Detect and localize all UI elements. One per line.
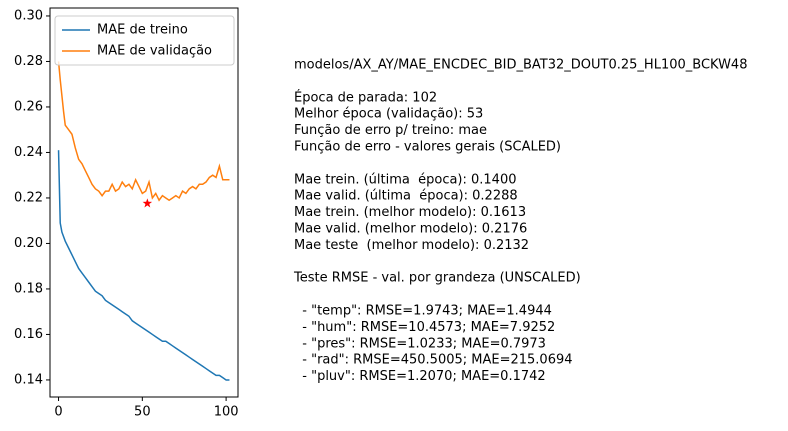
info-line: - "hum": RMSE=10.4573; MAE=7.9252	[294, 320, 555, 335]
y-tick-label: 0.28	[14, 54, 43, 69]
info-line: Teste RMSE - val. por grandeza (UNSCALED…	[293, 271, 581, 286]
info-line: modelos/AX_AY/MAE_ENCDEC_BID_BAT32_DOUT0…	[294, 58, 747, 73]
info-line: - "pres": RMSE=1.0233; MAE=0.7973	[294, 336, 546, 351]
info-line: - "rad": RMSE=450.5005; MAE=215.0694	[294, 353, 573, 368]
y-tick-label: 0.24	[14, 145, 43, 160]
info-line: - "pluv": RMSE=1.2070; MAE=0.1742	[294, 369, 546, 384]
info-line: Função de erro p/ treino: mae	[294, 123, 487, 138]
legend-label: MAE de validação	[97, 44, 212, 59]
y-tick-label: 0.14	[14, 372, 43, 387]
y-tick-label: 0.30	[14, 8, 43, 23]
y-tick-label: 0.22	[14, 190, 43, 205]
info-line: Mae teste (melhor modelo): 0.2132	[294, 238, 529, 253]
x-tick-label: 0	[54, 405, 62, 420]
x-tick-label: 100	[214, 405, 239, 420]
series-line	[57, 150, 230, 381]
x-tick-label: 50	[134, 405, 151, 420]
y-tick-label: 0.26	[14, 99, 43, 114]
legend-label: MAE de treino	[97, 23, 188, 38]
legend-box	[54, 15, 235, 66]
info-line: Melhor época (validação): 53	[294, 107, 483, 122]
series-line	[57, 61, 230, 202]
info-line: Mae valid. (melhor modelo): 0.2176	[294, 222, 527, 237]
info-line: Época de parada: 102	[294, 89, 437, 105]
info-line: Mae valid. (última época): 0.2288	[294, 189, 518, 204]
info-line: Função de erro - valores gerais (SCALED)	[294, 140, 561, 155]
best-point	[142, 198, 153, 208]
plot-frame	[49, 7, 239, 398]
y-tick-label: 0.20	[14, 236, 43, 251]
y-tick-label: 0.18	[14, 281, 43, 296]
y-tick-label: 0.16	[14, 327, 43, 342]
info-line: Mae trein. (melhor modelo): 0.1613	[294, 205, 526, 220]
info-line: - "temp": RMSE=1.9743; MAE=1.4944	[294, 304, 552, 319]
info-line: Mae trein. (última época): 0.1400	[294, 172, 517, 187]
